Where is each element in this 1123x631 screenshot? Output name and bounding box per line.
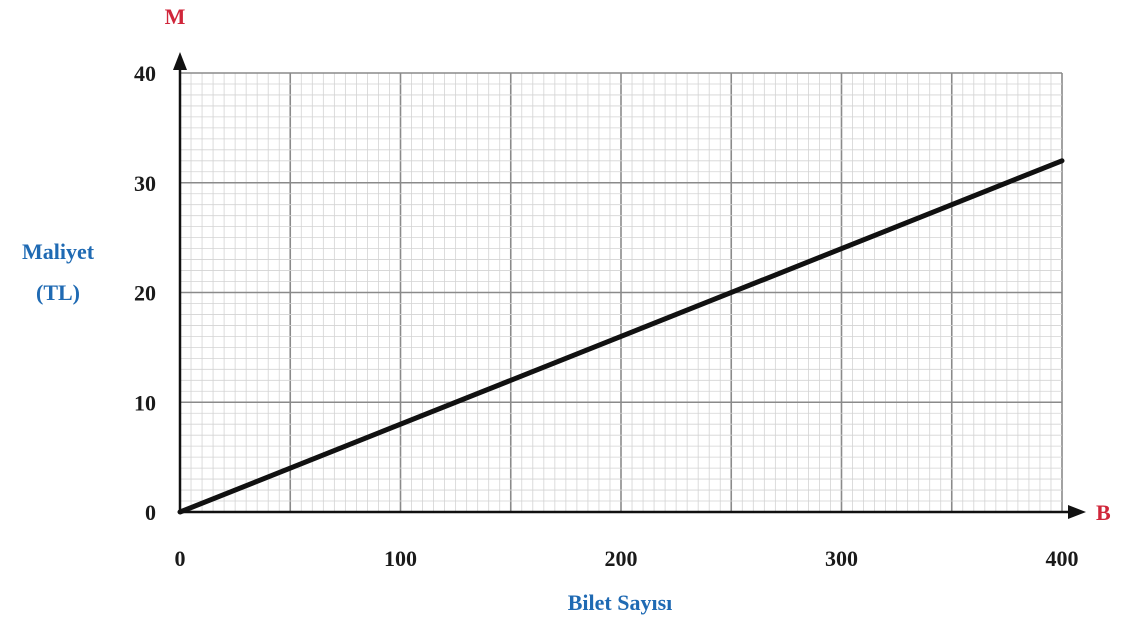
series-layer bbox=[177, 158, 1065, 515]
y-tick-label: 30 bbox=[134, 171, 156, 196]
x-axis-title: Bilet Sayısı bbox=[568, 590, 673, 615]
y-axis-title-line-1: Maliyet bbox=[22, 239, 95, 264]
x-tick-label: 0 bbox=[175, 546, 186, 571]
tick-labels: 0 100 200 300 400 0 10 20 30 40 bbox=[134, 61, 1079, 571]
y-tick-label: 0 bbox=[145, 500, 156, 525]
y-tick-label: 10 bbox=[134, 390, 156, 415]
x-tick-label: 300 bbox=[825, 546, 858, 571]
grid bbox=[179, 72, 1063, 513]
y-axis-title-line-2: (TL) bbox=[36, 280, 80, 305]
axes bbox=[173, 52, 1086, 519]
x-axis-letter: B bbox=[1096, 500, 1111, 525]
y-tick-label: 20 bbox=[134, 281, 156, 306]
x-axis-arrow-icon bbox=[1068, 505, 1086, 519]
series-line bbox=[177, 158, 1065, 515]
x-tick-label: 200 bbox=[605, 546, 638, 571]
x-tick-label: 100 bbox=[384, 546, 417, 571]
y-axis-arrow-icon bbox=[173, 52, 187, 70]
x-tick-label: 400 bbox=[1046, 546, 1079, 571]
y-tick-label: 40 bbox=[134, 61, 156, 86]
y-axis-letter: M bbox=[165, 4, 186, 29]
